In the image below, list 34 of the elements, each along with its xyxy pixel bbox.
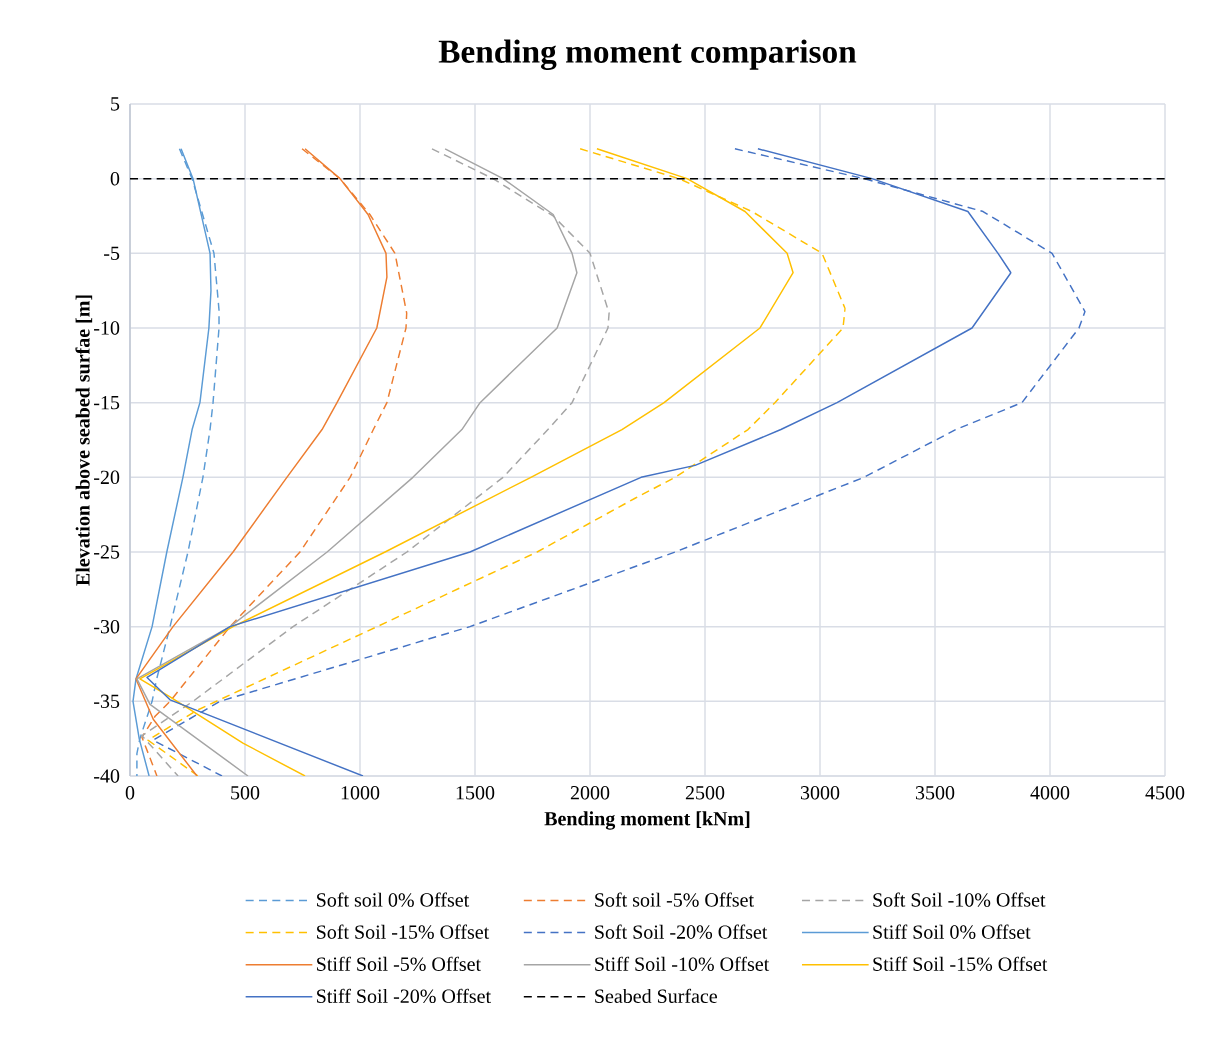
y-tick-label: -15 xyxy=(94,395,120,410)
x-tick-label: 4500 xyxy=(1145,786,1185,800)
legend-label: Stiff Soil -15% Offset xyxy=(873,956,1048,971)
legend-label: Soft Soil -10% Offset xyxy=(873,892,1046,907)
x-tick-label: 1500 xyxy=(456,786,495,800)
y-tick-label: -40 xyxy=(94,769,120,783)
y-tick-label: -30 xyxy=(94,619,120,634)
y-tick-label: -35 xyxy=(94,694,120,709)
legend-label: Stiff Soil -5% Offset xyxy=(317,956,481,971)
legend-label: Stiff Soil -10% Offset xyxy=(595,956,770,971)
x-tick-label: 4000 xyxy=(1030,786,1070,800)
y-axis-title: Elevation above seabed surfae [m] xyxy=(75,295,93,586)
y-tick-label: 0 xyxy=(110,171,120,186)
x-axis-title: Bending moment [kNm] xyxy=(544,811,750,830)
x-tick-label: 3500 xyxy=(915,786,955,800)
y-tick-label: 5 xyxy=(111,97,120,111)
y-tick-label: -5 xyxy=(104,246,120,260)
y-tick-label: -10 xyxy=(94,321,120,335)
legend-label: Soft soil 0% Offset xyxy=(317,892,470,907)
chart-title: Bending moment comparison xyxy=(438,39,857,70)
x-tick-label: 2000 xyxy=(570,786,610,800)
x-tick-label: 3000 xyxy=(800,786,840,800)
legend-label: Soft Soil -20% Offset xyxy=(595,924,768,939)
legend-label: Soft soil -5% Offset xyxy=(595,892,754,907)
y-tick-label: -25 xyxy=(94,545,120,559)
legend-label: Stiff Soil -20% Offset xyxy=(317,988,491,1004)
legend-label: Soft Soil -15% Offset xyxy=(317,924,490,939)
x-tick-label: 2500 xyxy=(685,786,725,800)
x-tick-label: 1000 xyxy=(341,786,380,800)
x-tick-label: 0 xyxy=(125,786,135,800)
x-tick-label: 500 xyxy=(231,786,260,800)
legend-label: Stiff Soil 0% Offset xyxy=(873,924,1031,939)
y-tick-label: -20 xyxy=(94,470,120,485)
legend-label: Seabed Surface xyxy=(595,988,717,1003)
